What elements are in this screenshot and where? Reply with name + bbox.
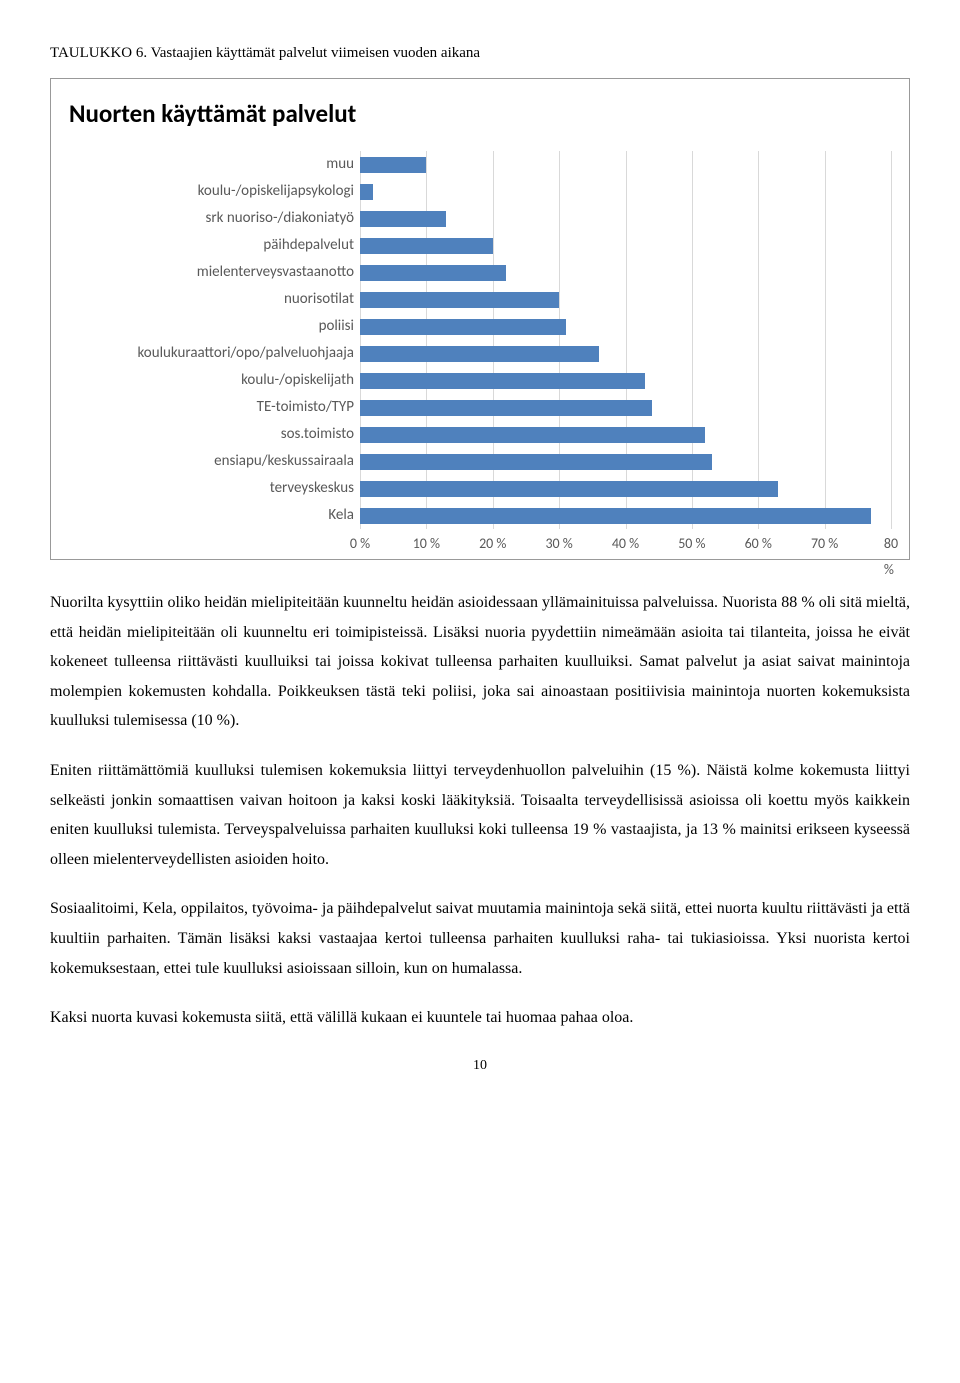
chart-bar [360, 481, 778, 497]
chart-y-label: Kela [69, 502, 354, 529]
chart-bar [360, 373, 645, 389]
chart-bar [360, 211, 446, 227]
chart-bar [360, 265, 506, 281]
chart-bar-row [360, 421, 891, 448]
chart-bar [360, 400, 652, 416]
chart-bar-row [360, 151, 891, 178]
chart-y-label: muu [69, 151, 354, 178]
chart-bar-row [360, 286, 891, 313]
chart-x-tick: 40 % [612, 531, 639, 557]
chart-y-label: TE-toimisto/TYP [69, 394, 354, 421]
chart-x-tick: 80 % [884, 531, 898, 583]
chart-container: Nuorten käyttämät palvelut muukoulu-/opi… [50, 78, 910, 560]
chart-plot [360, 151, 891, 529]
chart-y-label: mielenterveysvastaanotto [69, 259, 354, 286]
body-paragraph-4: Kaksi nuorta kuvasi kokemusta siitä, ett… [50, 1003, 910, 1033]
page-number: 10 [50, 1053, 910, 1079]
chart-y-label: ensiapu/keskussairaala [69, 448, 354, 475]
chart-y-label: poliisi [69, 313, 354, 340]
chart-bar-row [360, 448, 891, 475]
chart-bar-row [360, 205, 891, 232]
chart-bar-row [360, 367, 891, 394]
chart-y-label: koulu-/opiskelijath [69, 367, 354, 394]
chart-x-tick: 30 % [545, 531, 572, 557]
chart-bar-row [360, 313, 891, 340]
chart-bar [360, 427, 705, 443]
chart-x-tick: 0 % [350, 531, 370, 557]
chart-y-label: päihdepalvelut [69, 232, 354, 259]
body-paragraph-1: Nuorilta kysyttiin oliko heidän mielipit… [50, 588, 910, 736]
chart-bar [360, 346, 599, 362]
body-paragraph-2: Eniten riittämättömiä kuulluksi tulemise… [50, 756, 910, 874]
chart-gridline [891, 151, 892, 529]
chart-bar [360, 454, 712, 470]
chart-y-label: sos.toimisto [69, 421, 354, 448]
chart-bar [360, 292, 559, 308]
chart-y-label: koulukuraattori/opo/palveluohjaaja [69, 340, 354, 367]
chart-x-tick: 50 % [678, 531, 705, 557]
chart-bars [360, 151, 891, 529]
chart-title: Nuorten käyttämät palvelut [69, 91, 891, 137]
chart-y-label: koulu-/opiskelijapsykologi [69, 178, 354, 205]
chart-x-tick: 60 % [745, 531, 772, 557]
chart-bar-row [360, 232, 891, 259]
chart-x-tick: 10 % [413, 531, 440, 557]
chart-bar [360, 238, 493, 254]
chart-y-label: srk nuoriso-/diakoniatyö [69, 205, 354, 232]
chart-bar [360, 184, 373, 200]
chart-bar-row [360, 178, 891, 205]
chart-x-axis: 0 %10 %20 %30 %40 %50 %60 %70 %80 % [69, 531, 891, 551]
chart-bar-row [360, 475, 891, 502]
body-paragraph-3: Sosiaalitoimi, Kela, oppilaitos, työvoim… [50, 894, 910, 983]
chart-y-label: nuorisotilat [69, 286, 354, 313]
chart-x-tick: 20 % [479, 531, 506, 557]
chart-bar [360, 508, 871, 524]
chart-x-tick: 70 % [811, 531, 838, 557]
chart-bar-row [360, 340, 891, 367]
table-caption: TAULUKKO 6. Vastaajien käyttämät palvelu… [50, 40, 910, 68]
chart-bar-row [360, 259, 891, 286]
chart-bar-row [360, 394, 891, 421]
chart-area: muukoulu-/opiskelijapsykologisrk nuoriso… [69, 151, 891, 529]
chart-y-label: terveyskeskus [69, 475, 354, 502]
chart-bar-row [360, 502, 891, 529]
chart-bar [360, 319, 566, 335]
chart-y-labels: muukoulu-/opiskelijapsykologisrk nuoriso… [69, 151, 360, 529]
chart-x-ticks: 0 %10 %20 %30 %40 %50 %60 %70 %80 % [360, 531, 891, 551]
chart-bar [360, 157, 426, 173]
